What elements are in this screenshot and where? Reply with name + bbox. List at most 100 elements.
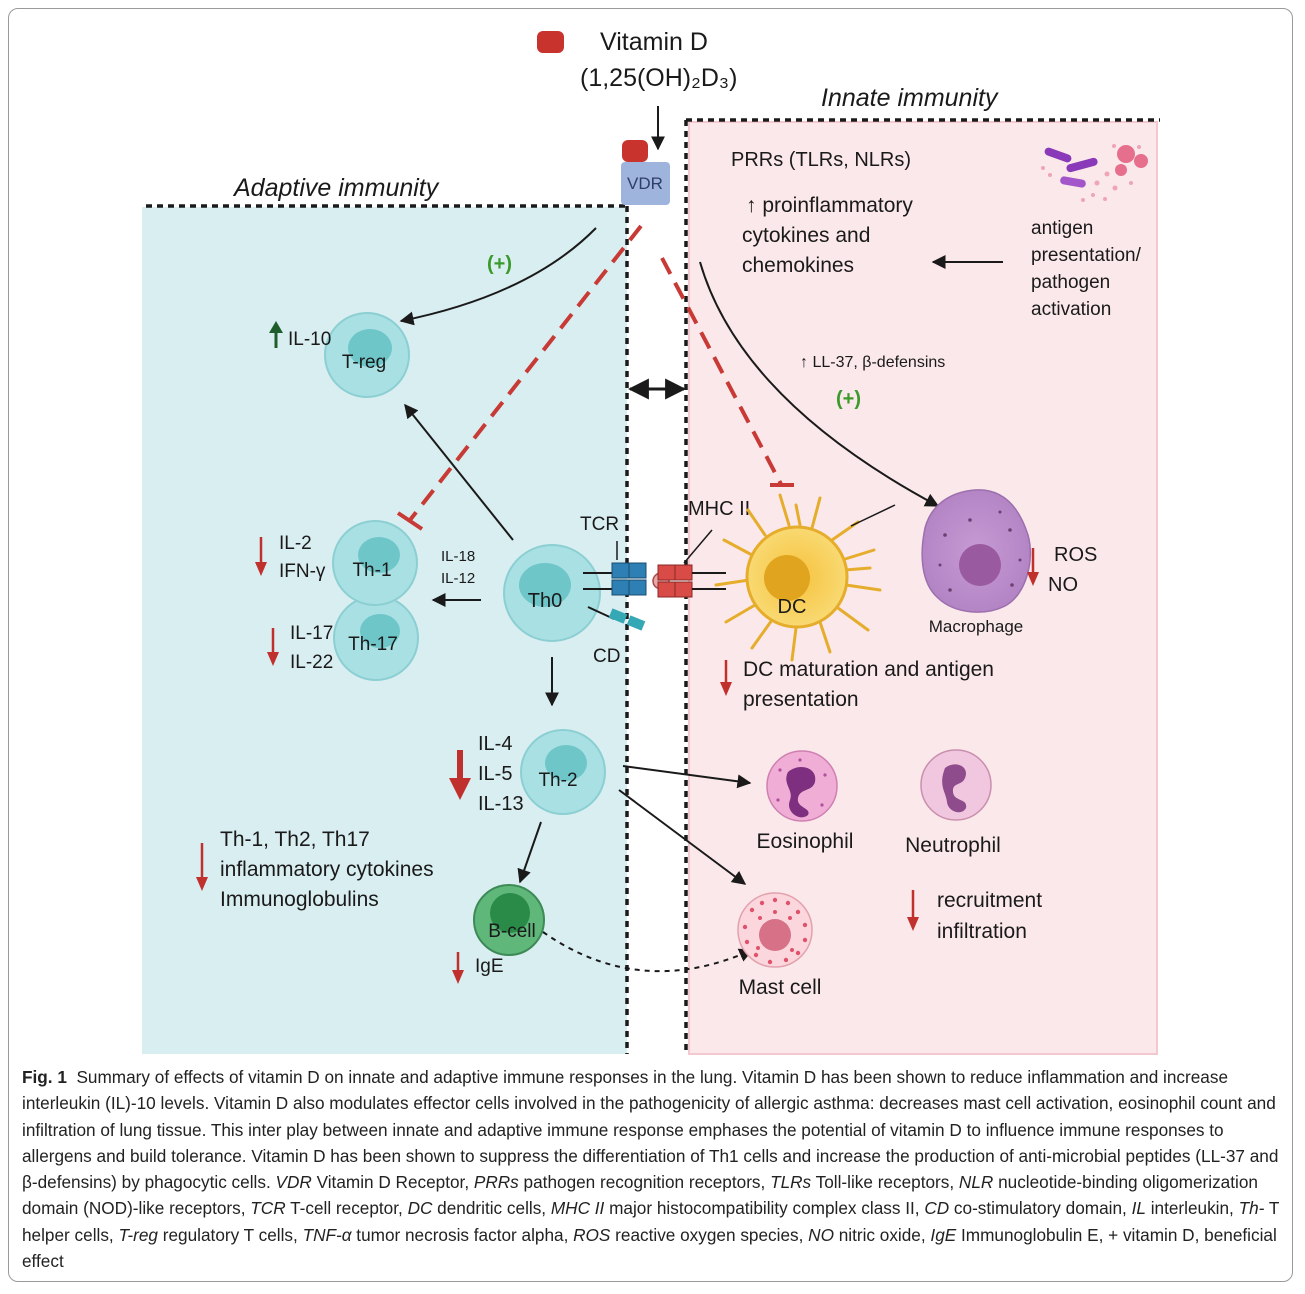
th2-to-eosinophil-arrow (622, 765, 752, 789)
caption-text: + (1108, 1224, 1119, 1245)
down-arrow-summary-icon (196, 843, 208, 891)
down-arrow-ros-icon (1027, 548, 1039, 586)
il2-label: IL-2 (279, 533, 312, 554)
ige-label: IgE (475, 956, 504, 977)
vdr-to-treg-arrow (399, 227, 597, 326)
caption-abbreviation: T-reg (118, 1224, 159, 1245)
ros-label: ROS (1054, 544, 1097, 566)
cd-costim-icon (587, 606, 646, 631)
mhc-ii-receptor (657, 529, 726, 598)
dc-label: DC (778, 596, 807, 618)
il10-label: IL-10 (288, 329, 331, 350)
treg-label: T-reg (342, 352, 386, 373)
caption-text: regulatory T cells, (158, 1224, 303, 1245)
caption-text: Summary of effects of vitamin D on innat… (22, 1067, 1279, 1193)
pathogen-icon (1041, 144, 1148, 202)
il22-label: IL-22 (290, 652, 333, 673)
treg-cell (324, 312, 410, 398)
summary-line-3: Immunoglobulins (220, 888, 379, 911)
ifng-label: IFN-γ (279, 561, 326, 582)
caption-abbreviation: IgE (930, 1224, 957, 1245)
caption-abbreviation: ROS (573, 1224, 611, 1245)
mhc-label: MHC II (688, 498, 750, 520)
dc-inhibit-bar (850, 504, 896, 527)
th17-cell (333, 595, 419, 681)
innate-title: Innate immunity (821, 84, 999, 112)
th0-to-treg-arrow (404, 403, 514, 541)
proinflam-line-3: chemokines (742, 254, 854, 277)
dc-maturation-line-2: presentation (743, 688, 859, 711)
antigen-line-4: activation (1031, 299, 1111, 320)
caption-body: Summary of effects of vitamin D on innat… (22, 1067, 1279, 1271)
antigen-line-2: presentation/ (1031, 245, 1142, 266)
antigen-line-1: antigen (1031, 218, 1093, 239)
proinflam-line-1: ↑ proinflammatory (746, 194, 913, 217)
vitamin-d-name: Vitamin D (600, 28, 708, 56)
caption-abbreviation: MHC II (550, 1198, 605, 1219)
figure-frame (8, 8, 1293, 1282)
plus-sign-innate: (+) (836, 388, 861, 410)
down-arrow-ige-icon (452, 952, 464, 984)
caption-abbreviation: TLRs (770, 1172, 812, 1193)
mast-cell (737, 892, 813, 968)
eosinophil-cell (766, 750, 838, 822)
vitamin-d-icon (537, 31, 564, 53)
th2-cell (520, 729, 606, 815)
vitamin-d-formula: (1,25(OH)₂D₃) (580, 64, 737, 92)
down-arrow-th2-icon (449, 750, 471, 800)
il4-label: IL-4 (478, 733, 512, 755)
caption-text: interleukin, (1145, 1198, 1239, 1219)
summary-line-1: Th-1, Th2, Th17 (220, 828, 370, 851)
caption-abbreviation: IL (1131, 1198, 1146, 1219)
th1-cell (332, 520, 418, 606)
vdr-bound-vitamin-d (622, 140, 648, 162)
dc-maturation-line-1: DC maturation and antigen (743, 658, 994, 681)
caption-text: vitamin D, beneficial effect (22, 1224, 1277, 1272)
caption-text: nucleotide-binding oligomerization domai… (22, 1172, 1258, 1219)
macrophage-label: Macrophage (929, 617, 1024, 636)
immune-diagram: Adaptive immunity Innate immunity Vitami… (142, 28, 1160, 1055)
caption-abbreviation: CD (924, 1198, 950, 1219)
caption-text: major histocompatibility complex class I… (604, 1198, 925, 1219)
vdr-receptor (621, 162, 670, 205)
adaptive-title: Adaptive immunity (232, 174, 440, 202)
dendritic-cell (714, 493, 882, 662)
bcell-to-mast-arrow (542, 931, 754, 973)
down-arrow-th1-icon (255, 537, 267, 576)
il13-label: IL-13 (478, 793, 524, 815)
caption-text: co-stimulatory domain, (949, 1198, 1132, 1219)
th2-to-bcell-arrow (517, 821, 542, 884)
th1-label: Th-1 (352, 560, 391, 581)
recruitment-line-2: infiltration (937, 920, 1027, 943)
neutrophil-cell (920, 749, 992, 821)
up-arrow-il10-icon (269, 321, 283, 348)
caption-text: Toll-like receptors, (811, 1172, 959, 1193)
th0-label: Th0 (528, 590, 562, 612)
caption-abbreviation: NO (808, 1224, 834, 1245)
plus-sign-adaptive: (+) (487, 253, 512, 275)
ll37-label: ↑ LL-37, β-defensins (800, 354, 945, 371)
caption-abbreviation: NLR (958, 1172, 994, 1193)
caption-abbreviation: PRRs (473, 1172, 519, 1193)
inhibit-th1-line (396, 224, 643, 531)
caption-abbreviation: Th- (1238, 1198, 1265, 1219)
caption-abbreviation: TNF-α (302, 1224, 352, 1245)
recruitment-line-1: recruitment (937, 889, 1042, 912)
cd-label: CD (593, 646, 620, 667)
vdr-to-macrophage-arrow (699, 261, 940, 507)
th2-label: Th-2 (538, 770, 577, 791)
summary-line-2: inflammatory cytokines (220, 858, 434, 881)
down-arrow-th17-icon (267, 628, 279, 666)
b-cell (473, 884, 545, 956)
vdr-label: VDR (627, 174, 663, 193)
caption-abbreviation: VDR (275, 1172, 312, 1193)
macrophage-cell (921, 489, 1032, 613)
bcell-label: B-cell (488, 921, 536, 942)
neutrophil-label: Neutrophil (905, 834, 1001, 857)
proinflam-line-2: cytokines and (742, 224, 870, 247)
caption-text: Vitamin D Receptor, (311, 1172, 474, 1193)
il12-label: IL-12 (441, 570, 475, 587)
down-arrow-recruitment-icon (907, 890, 919, 931)
il5-label: IL-5 (478, 763, 512, 785)
caption-abbreviation: TCR (250, 1198, 286, 1219)
